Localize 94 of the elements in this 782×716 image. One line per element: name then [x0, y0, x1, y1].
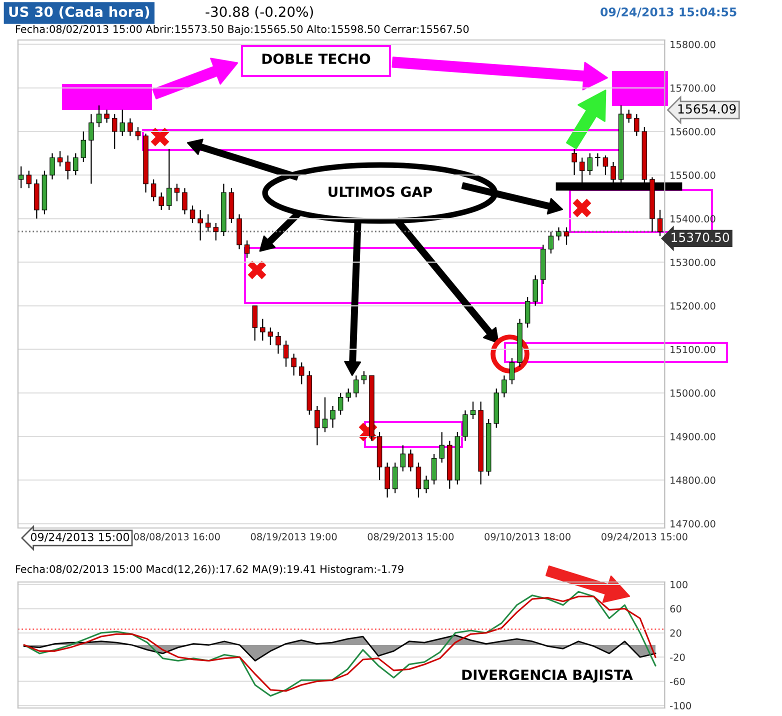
- candlestick: [252, 305, 258, 342]
- candlestick: [548, 231, 554, 254]
- candlestick: [587, 152, 593, 176]
- candlestick: [73, 152, 78, 176]
- y-tick-label: 15800.00: [670, 40, 716, 48]
- y-tick-label: 60: [670, 605, 682, 612]
- candlestick: [260, 318, 266, 342]
- chart-subtitle: -30.88 (-0.20%): [206, 6, 313, 19]
- y-tick-label: 15100.00: [670, 346, 716, 354]
- candlestick: [602, 154, 608, 176]
- candlestick: [112, 114, 118, 150]
- text: Fecha:08/02/2013 15:00 Abrir:15573.50 Bajo:15565.50 Alto:15598.50 Cerrar:15567.50: [16, 24, 469, 36]
- candlestick: [276, 331, 281, 354]
- candlestick: [198, 209, 203, 241]
- y-tick-label: 14900.00: [670, 432, 716, 440]
- y-tick-label: -100: [670, 702, 691, 710]
- x-tick-label: 08/19/2013 19:00: [250, 533, 337, 542]
- y-tick-label: 15200.00: [670, 302, 716, 310]
- candlestick: [556, 226, 562, 241]
- candlestick: [346, 388, 351, 402]
- y-tick-label: -20: [670, 654, 685, 661]
- candlestick: [18, 166, 24, 189]
- y-tick-label: 14800.00: [670, 476, 716, 484]
- candlestick: [361, 370, 367, 385]
- candlestick: [166, 148, 172, 210]
- candlestick: [439, 432, 444, 464]
- candlestick: [135, 126, 141, 141]
- candlestick: [595, 152, 600, 167]
- candlestick: [26, 170, 32, 189]
- y-tick-label: 100: [670, 580, 688, 588]
- candlestick: [268, 327, 274, 346]
- candlestick: [424, 475, 429, 494]
- chart-title: US 30 (Cada hora): [9, 6, 150, 19]
- candlestick: [128, 118, 133, 136]
- text: 15654.09: [678, 104, 736, 114]
- candlestick: [104, 109, 110, 124]
- candlestick: [283, 340, 289, 368]
- candlestick: [57, 150, 63, 167]
- annotation: DIVERGENCIA BAJISTA: [462, 670, 633, 683]
- text: Fecha:08/02/2013 15:00 Macd(12,26)):17.62 MA(9):19.41 Histogram:-1.79: [16, 564, 404, 576]
- candlestick: [298, 362, 304, 385]
- ref-line-label: 15370.50: [672, 232, 730, 242]
- candlestick: [502, 374, 507, 398]
- candlestick: [524, 296, 530, 328]
- candlestick: [532, 274, 538, 306]
- y-tick-label: 15600.00: [670, 128, 716, 136]
- candlestick: [408, 449, 414, 472]
- y-tick-label: 14700.00: [670, 520, 716, 528]
- x-tick-label: 08/29/2013 15:00: [368, 533, 454, 542]
- y-tick-label: 15500.00: [670, 172, 716, 179]
- candlestick: [322, 396, 328, 433]
- candlestick: [626, 109, 632, 124]
- candlestick: [470, 401, 476, 420]
- candlestick: [338, 392, 344, 416]
- candlestick: [213, 222, 219, 241]
- candlestick: [416, 462, 422, 498]
- candlestick: [174, 183, 180, 202]
- y-tick-label: 15300.00: [670, 258, 716, 266]
- candlestick: [657, 209, 663, 237]
- candlestick: [182, 188, 188, 215]
- candlestick: [120, 109, 126, 136]
- candlestick: [291, 353, 296, 376]
- x-tick-label: 08/08/2013 16:00: [134, 533, 220, 542]
- candlestick: [314, 405, 320, 446]
- candlestick: [462, 410, 468, 442]
- y-tick-label: 20: [670, 629, 682, 637]
- y-tick-label: 15700.00: [670, 84, 716, 92]
- candlestick: [509, 358, 515, 385]
- candlestick: [65, 154, 70, 180]
- x-tick-label: 09/24/2013 15:00: [602, 533, 688, 542]
- candlestick: [431, 453, 437, 485]
- candlestick: [400, 444, 406, 472]
- x-tick-label: 09/10/2013 18:00: [484, 533, 570, 542]
- candlestick: [158, 192, 164, 210]
- candlestick: [634, 114, 640, 136]
- y-tick-label: 15000.00: [670, 389, 716, 397]
- candlestick: [190, 205, 196, 224]
- candlestick: [354, 374, 359, 398]
- candlestick: [150, 178, 156, 202]
- candlestick: [80, 130, 86, 163]
- candlestick: [572, 148, 577, 176]
- candlestick: [330, 405, 336, 428]
- candlestick: [564, 226, 570, 246]
- candlestick: [205, 214, 211, 232]
- candlestick: [88, 114, 94, 184]
- candlestick: [50, 152, 55, 180]
- candlestick: [392, 462, 398, 494]
- text: 09/24/2013 15:04:55: [600, 7, 736, 18]
- candlestick: [244, 240, 250, 258]
- candlestick: [96, 104, 102, 128]
- candlestick: [384, 462, 390, 498]
- annotation: DOBLE TECHO: [262, 54, 370, 64]
- annotation: ULTIMOS GAP: [328, 186, 432, 198]
- y-tick-label: -60: [670, 678, 685, 686]
